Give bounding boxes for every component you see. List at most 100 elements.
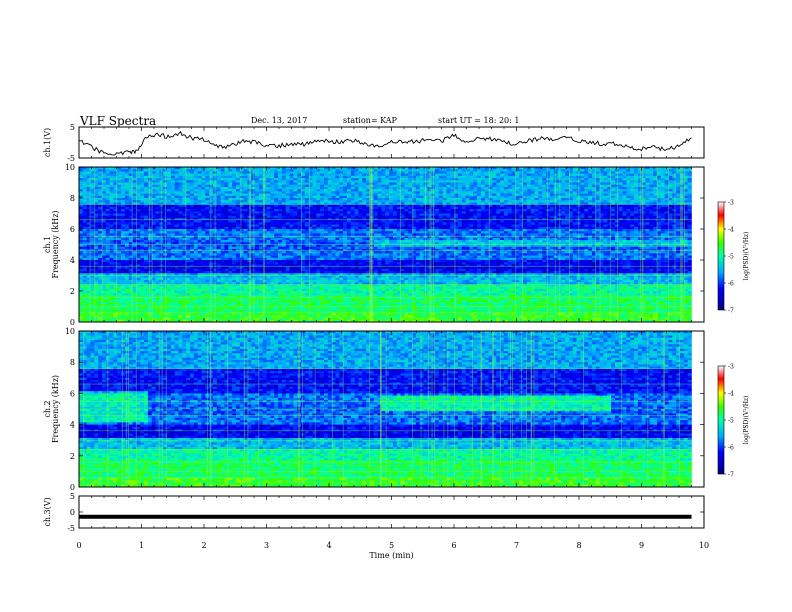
spectrogram-cell [335, 244, 340, 248]
spectrogram-cell [182, 264, 187, 267]
spectrogram-cell [270, 202, 275, 205]
spectrogram-cell [79, 217, 84, 221]
spectrogram-cell [197, 178, 202, 181]
spectrogram-cell [339, 220, 344, 223]
spectrogram-cell [205, 189, 210, 192]
spectrogram-cell [312, 206, 317, 210]
spectrogram-cell [346, 184, 352, 188]
spectrogram-cell [239, 231, 244, 234]
spectrogram-cell [190, 266, 195, 270]
spectrogram-cell [320, 266, 325, 270]
spectrogram-cell [151, 171, 156, 174]
spectrogram-cell [312, 302, 317, 305]
spectrogram-cell [205, 291, 210, 294]
spectrogram-cell [343, 319, 348, 323]
spectrogram-cell [346, 173, 352, 177]
spectrogram-cell [178, 255, 183, 259]
spectrogram-cell [304, 209, 309, 212]
spectrogram-cell [350, 184, 355, 188]
spectrogram-cell [335, 222, 340, 225]
spectrogram-cell [128, 204, 133, 208]
spectrogram-cell [262, 200, 267, 203]
spectrogram-cell [216, 202, 221, 205]
spectrogram-cell [132, 242, 137, 245]
spectrogram-cell [105, 169, 110, 172]
spectrogram-cell [167, 288, 172, 292]
spectrogram-cell [201, 171, 206, 174]
spectrogram-cell [94, 198, 99, 201]
spectrogram-cell [117, 244, 122, 248]
spectrogram-cell [178, 268, 183, 272]
spectrogram-cell [258, 264, 264, 267]
spectrogram-cell [343, 273, 348, 276]
spectrogram-cell [239, 193, 244, 197]
spectrogram-cell [289, 226, 294, 230]
spectrogram-cell [343, 169, 348, 172]
spectrogram-cell [308, 297, 313, 301]
spectrogram-cell [155, 226, 160, 230]
spectrogram-cell [182, 171, 187, 174]
spectrogram-cell [312, 295, 317, 298]
spectrogram-cell [155, 262, 160, 265]
spectrogram-cell [266, 186, 271, 190]
spectrogram-cell [274, 310, 279, 314]
spectrogram-cell [308, 273, 313, 276]
spectrogram-cell [109, 284, 114, 287]
spectrogram-cell [339, 211, 344, 214]
spectrogram-cell [105, 319, 110, 323]
spectrogram-cell [316, 313, 321, 316]
spectrogram-cell [343, 262, 348, 265]
spectrogram-cell [186, 295, 191, 298]
spectrogram-cell [136, 242, 141, 245]
spectrogram-cell [140, 293, 145, 296]
spectrogram-cell [205, 220, 210, 223]
spectrogram-cell [109, 211, 114, 214]
spectrogram-cell [270, 206, 275, 210]
spectrogram-cell [151, 295, 156, 298]
spectrogram-cell [193, 251, 198, 254]
spectrogram-cell [320, 240, 325, 243]
spectrogram-cell [297, 171, 302, 174]
spectrogram-cell [220, 251, 225, 254]
spectrogram-cell [109, 271, 114, 274]
spectrogram-cell [151, 191, 156, 194]
spectrogram-cell [293, 211, 298, 214]
spectrogram-cell [98, 178, 103, 181]
spectrogram-cell [121, 186, 126, 190]
spectrogram-cell [258, 173, 264, 177]
spectrogram-cell [228, 167, 233, 170]
spectrogram-cell [86, 193, 91, 197]
spectrogram-cell [255, 186, 260, 190]
spectrogram-cell [258, 226, 264, 230]
spectrogram-cell [86, 209, 91, 212]
spectrogram-cell [132, 229, 137, 232]
spectrogram-cell [258, 167, 264, 170]
spectrogram-cell [331, 186, 336, 190]
spectrogram-cell [209, 282, 214, 285]
spectrogram-cell [346, 229, 352, 232]
spectrogram-cell [117, 248, 122, 252]
spectrogram-cell [285, 271, 290, 274]
spectrogram-cell [331, 299, 336, 303]
spectrogram-cell [255, 191, 260, 194]
spectrogram-cell [121, 271, 126, 274]
spectrogram-cell [289, 231, 294, 234]
spectrogram-cell [86, 167, 91, 170]
spectrogram-cell [155, 186, 160, 190]
spectrogram-cell [293, 297, 298, 301]
spectrogram-cell [239, 279, 244, 283]
spectrogram-cell [132, 231, 137, 234]
spectrogram-cell [105, 304, 110, 307]
spectrogram-cell [82, 302, 87, 305]
spectrogram-cell [331, 173, 336, 177]
spectrogram-cell [94, 262, 99, 265]
spectrogram-cell [193, 306, 198, 310]
spectrogram-cell [186, 173, 191, 177]
spectrogram-cell [285, 306, 290, 310]
spectrogram-cell [155, 180, 160, 183]
spectrogram-cell [178, 173, 183, 177]
spectrogram-cell [335, 220, 340, 223]
spectrogram-cell [182, 273, 187, 276]
spectrogram-cell [136, 224, 141, 228]
spectrogram-cell [98, 295, 103, 298]
